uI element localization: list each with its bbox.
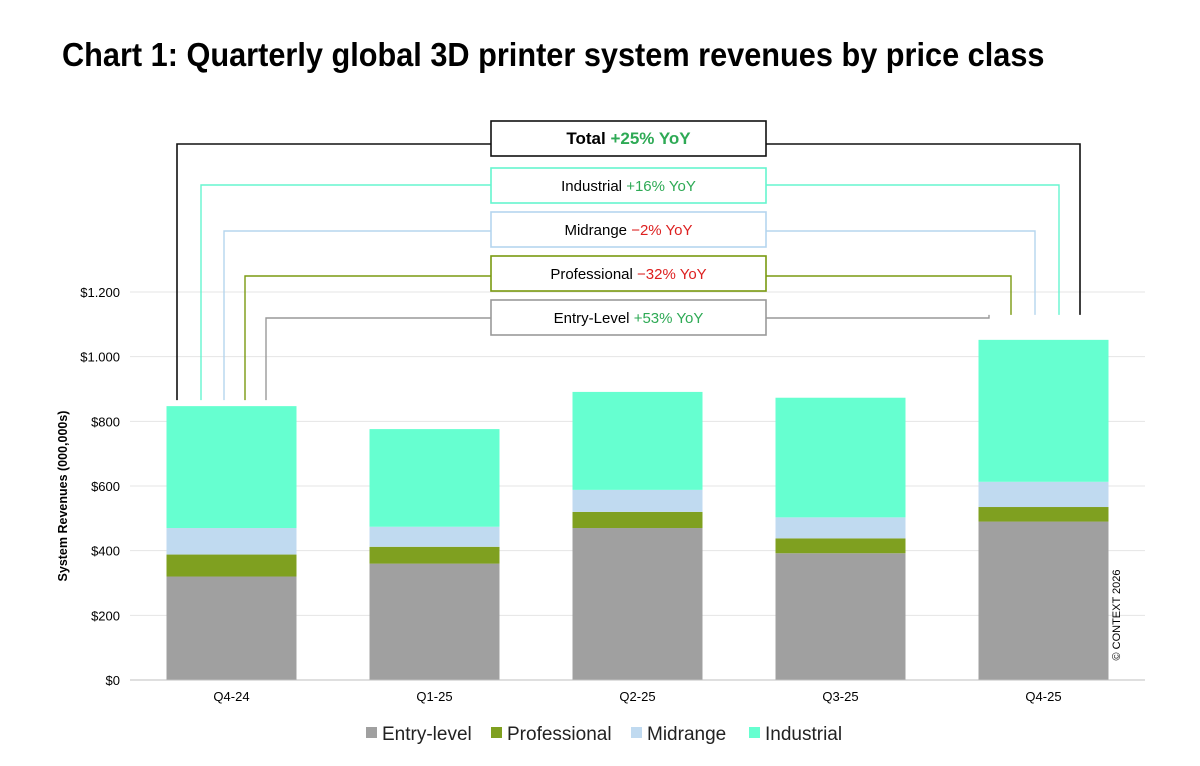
yoy-class-name: Industrial (561, 178, 626, 195)
bar-midrange-q4-24 (166, 528, 297, 555)
bar-industrial-q4-24 (166, 406, 297, 529)
bar-entry-level-q4-24 (166, 576, 297, 680)
y-tick-label: $400 (91, 544, 120, 559)
x-tick-label: Q2-25 (619, 689, 655, 704)
bar-midrange-q4-25 (978, 481, 1109, 508)
y-tick-label: $1.000 (80, 350, 120, 365)
yoy-label-entry-level: Entry-Level +53% YoY (554, 310, 704, 327)
y-tick-label: $800 (91, 414, 120, 429)
legend-swatch-entry-level (366, 727, 377, 738)
yoy-connector-right (766, 275, 1012, 315)
legend-swatch-midrange (631, 727, 642, 738)
bar-industrial-q2-25 (572, 391, 703, 490)
bar-professional-q4-25 (978, 507, 1109, 522)
yoy-connector-right (766, 230, 1036, 315)
yoy-box-total (490, 120, 767, 157)
y-tick-label: $200 (91, 608, 120, 623)
yoy-connector-left (244, 275, 491, 401)
x-tick-label: Q4-24 (213, 689, 249, 704)
y-tick-label: $600 (91, 479, 120, 494)
yoy-connector-left (223, 230, 491, 401)
bar-midrange-q1-25 (369, 526, 500, 547)
bar-entry-level-q3-25 (775, 553, 906, 680)
y-tick-label: $1.200 (80, 285, 120, 300)
axes: $0 $200 $400 $600 $800 $1.000 $1.200 System Rev… (56, 285, 1145, 704)
yoy-class-name: Entry-Level (554, 310, 634, 327)
yoy-class-name: Professional (550, 266, 637, 283)
legend-label-midrange: Midrange (647, 724, 726, 745)
yoy-box-professional (490, 255, 767, 292)
copyright-notice: © CONTEXT 2026 (1111, 569, 1123, 660)
y-tick-label: $0 (106, 673, 120, 688)
bar-industrial-q4-25 (978, 339, 1109, 482)
legend: Entry-level Professional Midrange Industria… (366, 724, 842, 745)
bar-industrial-q3-25 (775, 397, 906, 518)
bar-midrange-q2-25 (572, 489, 703, 512)
yoy-change-value: +16% YoY (626, 178, 696, 195)
yoy-label-industrial: Industrial +16% YoY (561, 178, 696, 195)
bar-professional-q2-25 (572, 511, 703, 529)
yoy-box-entry-level (490, 299, 767, 336)
yoy-box-midrange (490, 211, 767, 248)
yoy-connector-left (265, 317, 491, 401)
legend-label-industrial: Industrial (765, 724, 842, 745)
yoy-connector-right (766, 314, 990, 319)
yoy-annotations: Total +25% YoY Industrial +16% YoY Midrang… (176, 120, 1081, 401)
bar-professional-q3-25 (775, 538, 906, 554)
bar-entry-level-q4-25 (978, 521, 1109, 680)
bar-professional-q1-25 (369, 546, 500, 564)
yoy-connector-right (766, 143, 1081, 315)
yoy-class-name: Midrange (564, 222, 631, 239)
yoy-label-midrange: Midrange −2% YoY (564, 222, 692, 239)
yoy-class-name: Total (566, 129, 610, 148)
yoy-change-value: −2% YoY (631, 222, 692, 239)
yoy-connector-left (176, 143, 491, 401)
legend-label-professional: Professional (507, 724, 612, 745)
yoy-change-value: +25% YoY (610, 129, 691, 148)
bar-professional-q4-24 (166, 554, 297, 577)
bar-entry-level-q2-25 (572, 528, 703, 680)
yoy-box-industrial (490, 167, 767, 204)
bar-entry-level-q1-25 (369, 563, 500, 680)
x-tick-label: Q1-25 (416, 689, 452, 704)
yoy-connector-right (766, 184, 1060, 315)
legend-swatch-professional (491, 727, 502, 738)
bar-industrial-q1-25 (369, 429, 500, 527)
legend-swatch-industrial (749, 727, 760, 738)
bars (166, 339, 1109, 680)
yoy-change-value: −32% YoY (637, 266, 707, 283)
yoy-change-value: +53% YoY (634, 310, 704, 327)
x-tick-label: Q4-25 (1025, 689, 1061, 704)
x-tick-label: Q3-25 (822, 689, 858, 704)
y-axis-title: System Revenues (000,000s) (56, 411, 70, 582)
yoy-connector-left (200, 184, 491, 401)
bar-midrange-q3-25 (775, 517, 906, 539)
yoy-label-professional: Professional −32% YoY (550, 266, 706, 283)
legend-label-entry-level: Entry-level (382, 724, 472, 745)
chart-title: Chart 1: Quarterly global 3D printer sys… (62, 36, 1045, 73)
yoy-label-total: Total +25% YoY (566, 129, 691, 148)
